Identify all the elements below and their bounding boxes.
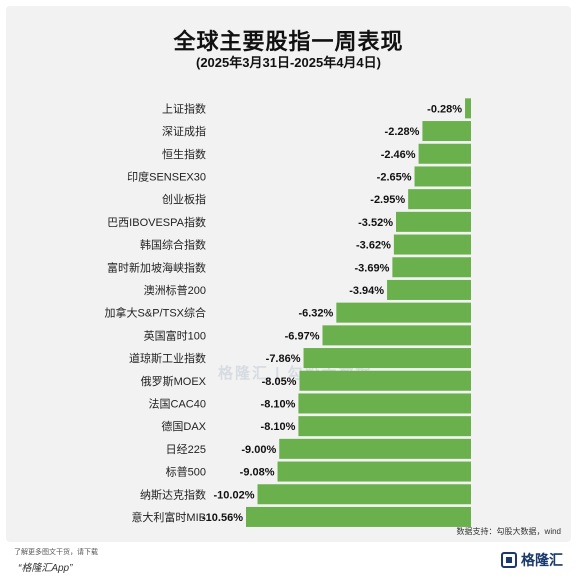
bar: [257, 484, 471, 505]
source-note: 数据支持：勾股大数据，wind: [456, 527, 561, 536]
bar: [322, 325, 471, 346]
bar: [387, 279, 471, 300]
bar: [336, 302, 471, 323]
category-label: 上证指数: [162, 101, 206, 115]
value-label: -2.65%: [377, 171, 412, 183]
value-label: -6.32%: [298, 308, 333, 320]
bar: [392, 257, 471, 278]
value-label: -8.10%: [261, 421, 296, 433]
category-label: 德国DAX: [161, 419, 206, 433]
category-label: 法国CAC40: [149, 396, 206, 410]
value-label: -9.00%: [241, 444, 276, 456]
value-label: -2.28%: [385, 126, 420, 138]
bar: [408, 189, 471, 210]
bar: [246, 506, 471, 527]
category-label: 澳洲标普200: [144, 283, 206, 297]
bar: [418, 143, 471, 164]
bar: [465, 98, 471, 119]
chart-title: 全球主要股指一周表现: [173, 29, 404, 54]
bar: [279, 438, 471, 459]
bar: [422, 121, 471, 142]
brand-icon: [501, 552, 517, 568]
bar-chart: 上证指数 -0.28% 深证成指 -2.28% 恒生指数 -2.46% 印度SENSEX30…: [105, 98, 471, 527]
footer-download-text: 了解更多图文干货，请下载: [14, 549, 98, 556]
value-label: -6.97%: [285, 330, 320, 342]
category-label: 日经225: [166, 443, 206, 456]
category-label: 标普500: [166, 465, 206, 479]
value-label: -3.52%: [358, 217, 393, 229]
bar: [414, 166, 471, 187]
value-label: -9.08%: [240, 467, 275, 479]
value-label: -10.56%: [202, 512, 243, 524]
value-label: -8.10%: [261, 398, 296, 410]
category-label: 印度SENSEX30: [127, 169, 206, 183]
category-label: 恒生指数: [162, 147, 206, 161]
bar: [299, 370, 471, 391]
brand-name: 格隆汇: [521, 552, 563, 568]
brand-logo: 格隆汇: [501, 550, 563, 570]
category-label: 意大利富时MIB: [131, 510, 206, 524]
value-label: -3.69%: [355, 262, 390, 274]
category-label: 加拿大S&P/TSX综合: [105, 306, 206, 320]
value-label: -3.62%: [356, 240, 391, 252]
value-label: -7.86%: [266, 353, 301, 365]
bar: [393, 234, 471, 255]
footer-app-name: “格隆汇App”: [18, 563, 73, 574]
category-label: 深证成指: [162, 124, 206, 138]
bar: [303, 348, 471, 369]
category-label: 富时新加坡海峡指数: [107, 260, 206, 274]
category-label: 创业板指: [162, 192, 206, 206]
bar: [298, 416, 471, 437]
bar: [396, 211, 471, 232]
value-label: -8.05%: [262, 376, 297, 388]
category-label: 韩国综合指数: [140, 238, 206, 252]
bar: [277, 461, 471, 482]
value-label: -2.46%: [381, 149, 416, 161]
value-label: -2.95%: [370, 194, 405, 206]
value-label: -3.94%: [349, 285, 384, 297]
category-label: 英国富时100: [144, 328, 206, 342]
category-label: 巴西IBOVESPA指数: [107, 215, 206, 229]
chart-subtitle: (2025年3月31日-2025年4月4日): [196, 55, 381, 70]
category-label: 道琼斯工业指数: [129, 351, 206, 365]
category-label: 纳斯达克指数: [140, 487, 206, 501]
value-label: -0.28%: [427, 103, 462, 115]
footer: 了解更多图文干货，请下载 “格隆汇App” 格隆汇: [0, 542, 577, 580]
value-label: -10.02%: [214, 489, 255, 501]
category-label: 俄罗斯MOEX: [141, 375, 207, 388]
bar: [298, 393, 471, 414]
